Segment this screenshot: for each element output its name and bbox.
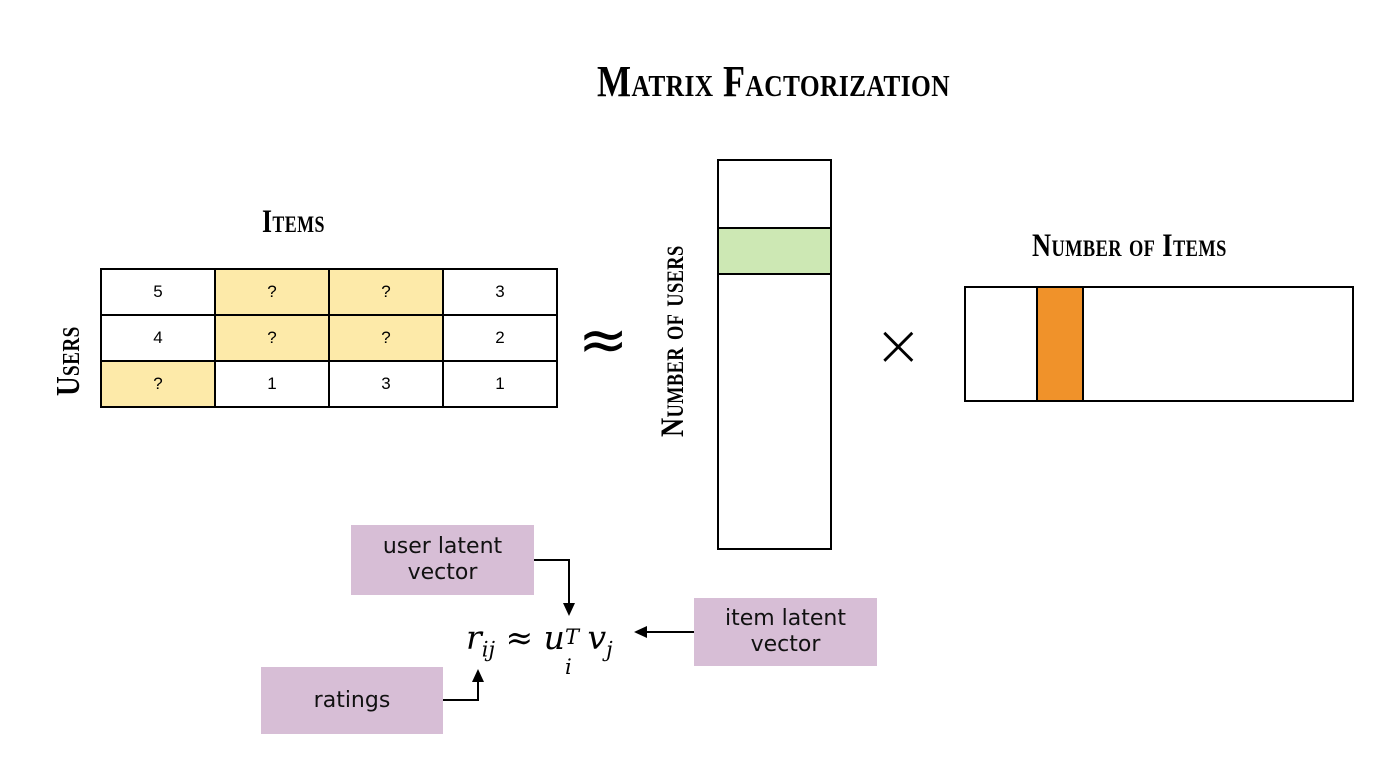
item-latent-vector-note: item latent vector: [694, 598, 877, 666]
user-latent-arrowhead: [563, 603, 575, 616]
matrix-cell: 3: [442, 268, 558, 316]
matrix-row: ? 1 3 1: [100, 360, 558, 408]
ratings-matrix: 5 ? ? 3 4 ? ? 2 ? 1 3 1: [100, 268, 558, 408]
formula-v-subscript: j: [606, 637, 613, 662]
matrix-cell: 5: [100, 268, 216, 316]
matrix-cell: 2: [442, 314, 558, 362]
ratings-note: ratings: [261, 667, 443, 734]
matrix-cell-unknown: ?: [100, 360, 216, 408]
ratings-arrowhead: [472, 669, 484, 682]
formula-r-subscript: ij: [481, 637, 496, 662]
multiply-symbol: ×: [874, 311, 923, 379]
formula-u-subscript: i: [564, 655, 572, 679]
ratings-text: ratings: [313, 687, 391, 713]
matrix-row: 5 ? ? 3: [100, 268, 558, 316]
user-latent-row-highlight: [717, 227, 832, 275]
items-axis-label: Items: [262, 204, 325, 240]
user-latent-arrow: [534, 559, 570, 605]
user-latent-matrix: [717, 159, 832, 550]
diagram-title: Matrix Factorization: [597, 57, 950, 106]
ratings-arrow: [443, 680, 479, 701]
matrix-cell-unknown: ?: [328, 268, 444, 316]
matrix-row: 4 ? ? 2: [100, 314, 558, 362]
matrix-cell: 1: [442, 360, 558, 408]
user-latent-vector-note: user latent vector: [351, 525, 534, 595]
formula-r: r: [466, 618, 482, 657]
matrix-cell: 1: [214, 360, 330, 408]
approx-symbol: ≈: [578, 305, 629, 375]
matrix-cell: 4: [100, 314, 216, 362]
item-latent-matrix: [964, 286, 1354, 402]
formula-v: v: [587, 618, 607, 657]
item-latent-arrowhead: [634, 626, 647, 638]
matrix-cell: 3: [328, 360, 444, 408]
formula-approx: ≈: [505, 618, 534, 657]
formula-u-superscript: T: [564, 625, 579, 649]
item-latent-vector-text: item latent vector: [724, 606, 847, 657]
formula-u: u: [543, 618, 565, 657]
user-latent-vector-text: user latent vector: [382, 534, 503, 585]
matrix-cell-unknown: ?: [328, 314, 444, 362]
item-matrix-label: Number of Items: [1032, 228, 1227, 264]
item-latent-column-highlight: [1036, 286, 1084, 402]
matrix-cell-unknown: ?: [214, 268, 330, 316]
matrix-cell-unknown: ?: [214, 314, 330, 362]
